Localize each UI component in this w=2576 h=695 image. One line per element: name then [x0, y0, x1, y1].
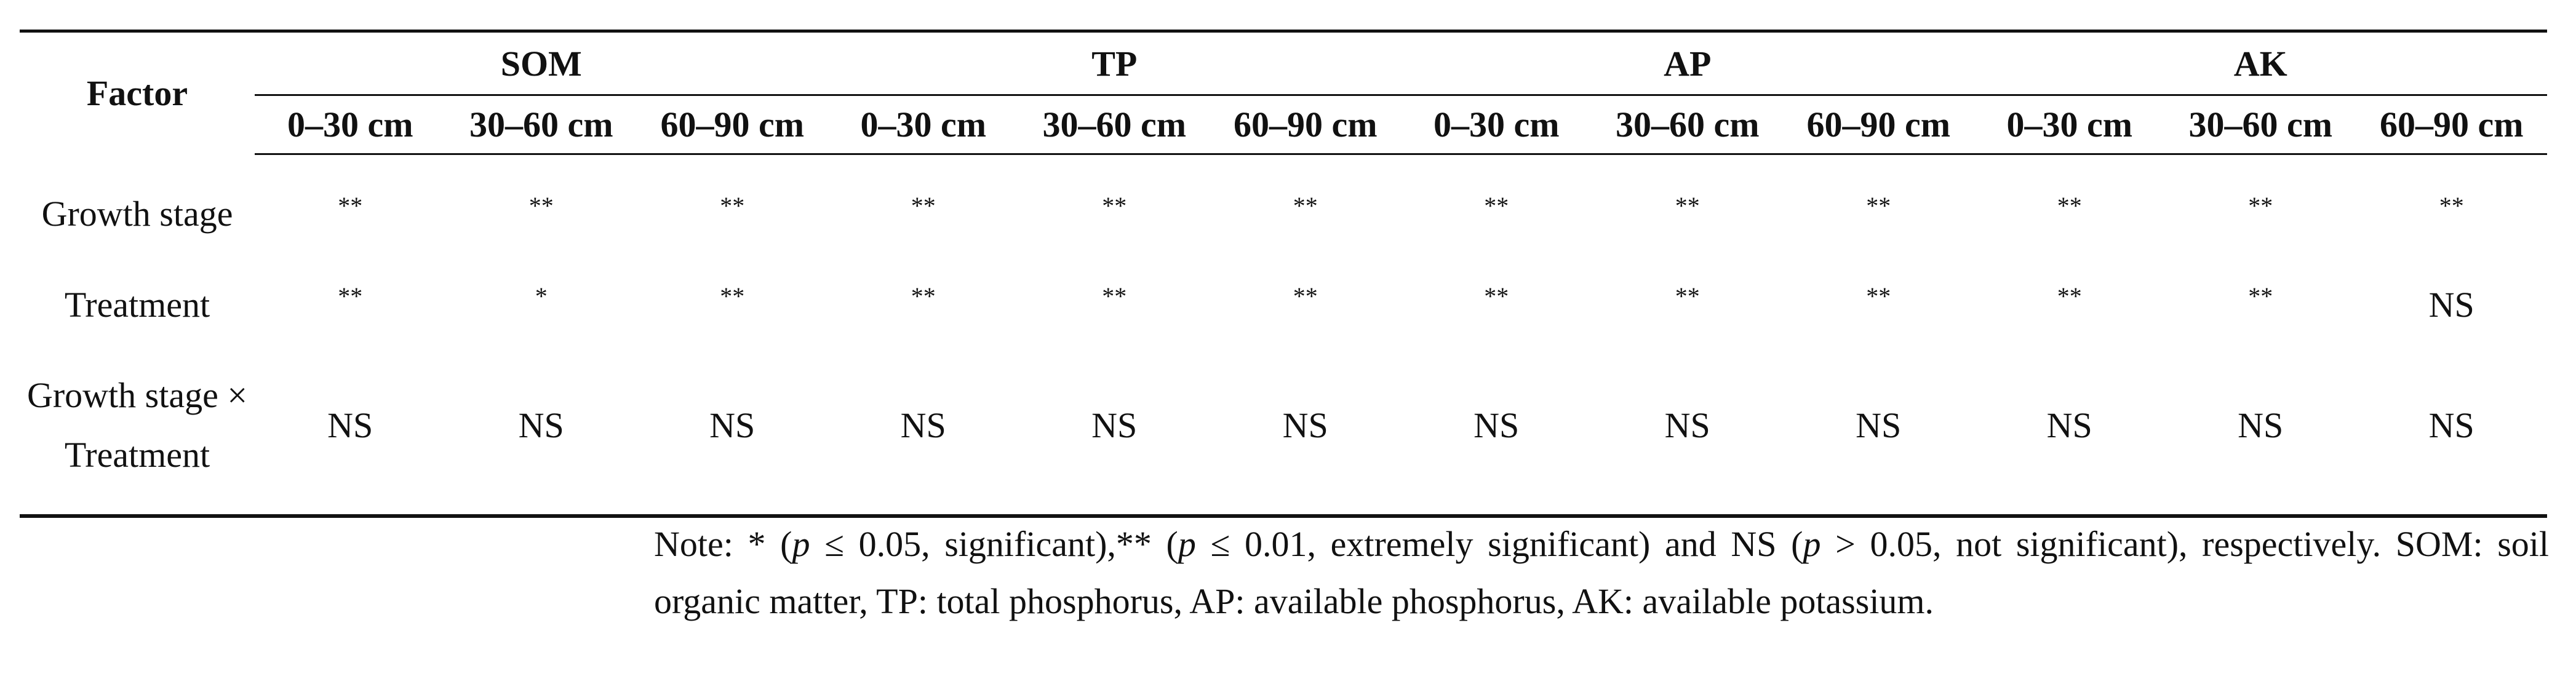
depth-header: 30–60 cm	[445, 95, 637, 155]
factor-cell: Growth stage × Treatment	[20, 336, 255, 518]
significance-cell: **	[1293, 191, 1318, 220]
group-header: AK	[1974, 30, 2547, 96]
significance-cell: NS	[827, 336, 1019, 518]
depth-header: 30–60 cm	[1592, 95, 1783, 155]
significance-cell: NS	[1783, 336, 1974, 518]
note-symbol: p	[1803, 524, 1821, 564]
significance-cell: NS	[2428, 284, 2474, 325]
significance-cell: **	[528, 191, 554, 220]
significance-cell: **	[1484, 191, 1509, 220]
group-header: TP	[827, 30, 1401, 96]
anova-table: Factor SOM TP AP AK 0–30 cm 30–60 cm 60–90 cm…	[20, 30, 2547, 518]
significance-cell: **	[1484, 282, 1509, 310]
significance-cell: NS	[1210, 336, 1401, 518]
group-header: AP	[1401, 30, 1974, 96]
significance-cell: **	[720, 191, 745, 220]
significance-cell: **	[911, 282, 936, 310]
note-text: ≤ 0.05, significant),** (	[810, 524, 1178, 564]
significance-cell: **	[2057, 282, 2082, 310]
data-row: Growth stage × Treatment NS NS NS NS NS NS NS NS…	[20, 336, 2547, 518]
factor-cell: Treatment	[64, 284, 210, 325]
significance-cell: NS	[1974, 336, 2165, 518]
significance-cell: **	[338, 282, 363, 310]
significance-cell: **	[1866, 282, 1891, 310]
depth-header: 60–90 cm	[1210, 95, 1401, 155]
significance-cell: **	[1102, 282, 1127, 310]
significance-cell: NS	[255, 336, 446, 518]
depth-header: 60–90 cm	[2356, 95, 2547, 155]
significance-cell: NS	[2165, 336, 2356, 518]
significance-cell: **	[1866, 191, 1891, 220]
depth-header: 0–30 cm	[827, 95, 1019, 155]
significance-cell: **	[338, 191, 363, 220]
depth-header: 0–30 cm	[1974, 95, 2165, 155]
data-row: Growth stage ** ** ** ** ** ** ** ** ** ** ** **	[20, 154, 2547, 274]
significance-cell: NS	[445, 336, 637, 518]
significance-cell: **	[2439, 191, 2464, 220]
significance-cell: **	[2248, 191, 2273, 220]
significance-cell: **	[2248, 282, 2273, 310]
significance-cell: **	[2057, 191, 2082, 220]
significance-cell: **	[720, 282, 745, 310]
significance-cell: **	[911, 191, 936, 220]
depth-header: 0–30 cm	[255, 95, 446, 155]
note-text: > 0.05, not significant), respectively. …	[654, 524, 2550, 621]
factor-header: Factor	[20, 30, 255, 154]
note-text: Note: * (	[654, 524, 792, 564]
significance-cell: *	[535, 282, 548, 310]
depth-header: 30–60 cm	[1019, 95, 1210, 155]
significance-cell: NS	[1019, 336, 1210, 518]
significance-cell: NS	[2356, 336, 2547, 518]
depth-header-row: 0–30 cm 30–60 cm 60–90 cm 0–30 cm 30–60 cm 60…	[20, 95, 2547, 155]
table-body: Growth stage ** ** ** ** ** ** ** ** ** ** ** ** Trea…	[20, 154, 2547, 518]
significance-cell: NS	[1401, 336, 1592, 518]
note-text: ≤ 0.01, extremely significant) and NS (	[1195, 524, 1803, 564]
group-header: SOM	[255, 30, 828, 96]
significance-cell: **	[1675, 282, 1700, 310]
note-symbol: p	[1178, 524, 1196, 564]
depth-header: 60–90 cm	[637, 95, 828, 155]
depth-header: 0–30 cm	[1401, 95, 1592, 155]
significance-cell: **	[1675, 191, 1700, 220]
data-row: Treatment ** * ** ** ** ** ** ** ** ** ** NS	[20, 273, 2547, 336]
depth-header: 60–90 cm	[1783, 95, 1974, 155]
depth-header: 30–60 cm	[2165, 95, 2356, 155]
significance-cell: NS	[1592, 336, 1783, 518]
significance-cell: **	[1293, 282, 1318, 310]
note-symbol: p	[792, 524, 810, 564]
table-head: Factor SOM TP AP AK 0–30 cm 30–60 cm 60–90 cm…	[20, 30, 2547, 155]
group-header-row: Factor SOM TP AP AK	[20, 30, 2547, 154]
factor-cell: Growth stage	[41, 193, 233, 234]
significance-cell: **	[1102, 191, 1127, 220]
table-note: Note: * (p ≤ 0.05, significant),** (p ≤ …	[654, 515, 2549, 630]
significance-cell: NS	[637, 336, 828, 518]
